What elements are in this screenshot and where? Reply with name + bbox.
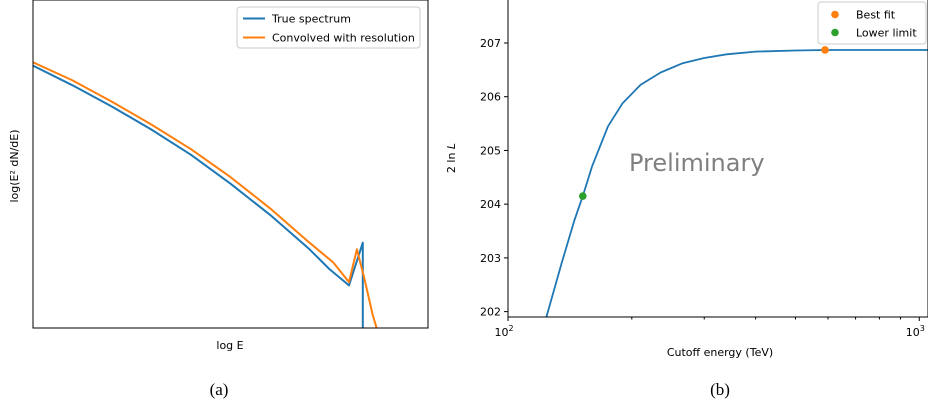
panel-b-frame [507,0,928,318]
panel-b-caption: (b) [710,380,730,399]
y-tick-label: 202 [480,306,501,319]
legend-marker-lower-limit [831,28,839,37]
panel-a-caption: (a) [210,380,229,399]
legend-label-lower-limit: Lower limit [856,27,917,40]
panel-a-legend-box [236,6,421,49]
y-tick-label: 203 [480,252,501,265]
panel-b-likelihood-curve [545,49,928,317]
legend-label-true-spectrum: True spectrum [271,13,351,26]
panel-a-series-group [33,61,378,328]
y-tick-label: 205 [480,144,501,157]
panel-b-series-group [545,49,928,317]
panel-b-ticks: 202 203 204 205 206 207 102 103 [480,37,925,339]
legend-marker-best-fit [831,10,839,19]
panel-a-series-convolved [33,61,378,328]
legend-label-convolved: Convolved with resolution [272,32,415,45]
panel-b-points [578,46,829,200]
panel-a-legend: True spectrum Convolved with resolution [236,6,421,49]
panel-a-frame [32,0,429,329]
panel-a-series-true-spectrum [33,64,364,328]
panel-b-ylabel: 2 ln L [445,143,458,173]
legend-label-best-fit: Best fit [856,9,896,22]
best-fit-point [821,46,829,54]
x-tick-label: 103 [906,324,925,339]
lower-limit-point [578,192,587,200]
panel-a-xlabel: log E [216,339,243,352]
x-tick-label: 102 [494,324,513,339]
panel-b-legend-box [817,1,927,45]
preliminary-watermark: Preliminary [629,149,765,177]
panel-b-legend: Best fit Lower limit [817,1,927,45]
panel-b: 202 203 204 205 206 207 102 103 Preliminary Cut… [445,0,928,399]
panel-b-xlabel: Cutoff energy (TeV) [667,346,773,359]
panel-a-ylabel: log(E² dN/dE) [8,129,21,202]
y-tick-label: 206 [480,91,501,104]
y-tick-label: 204 [480,198,501,211]
panel-a: log E log(E² dN/dE) True spectrum Convol… [8,0,429,399]
y-tick-label: 207 [480,37,501,50]
